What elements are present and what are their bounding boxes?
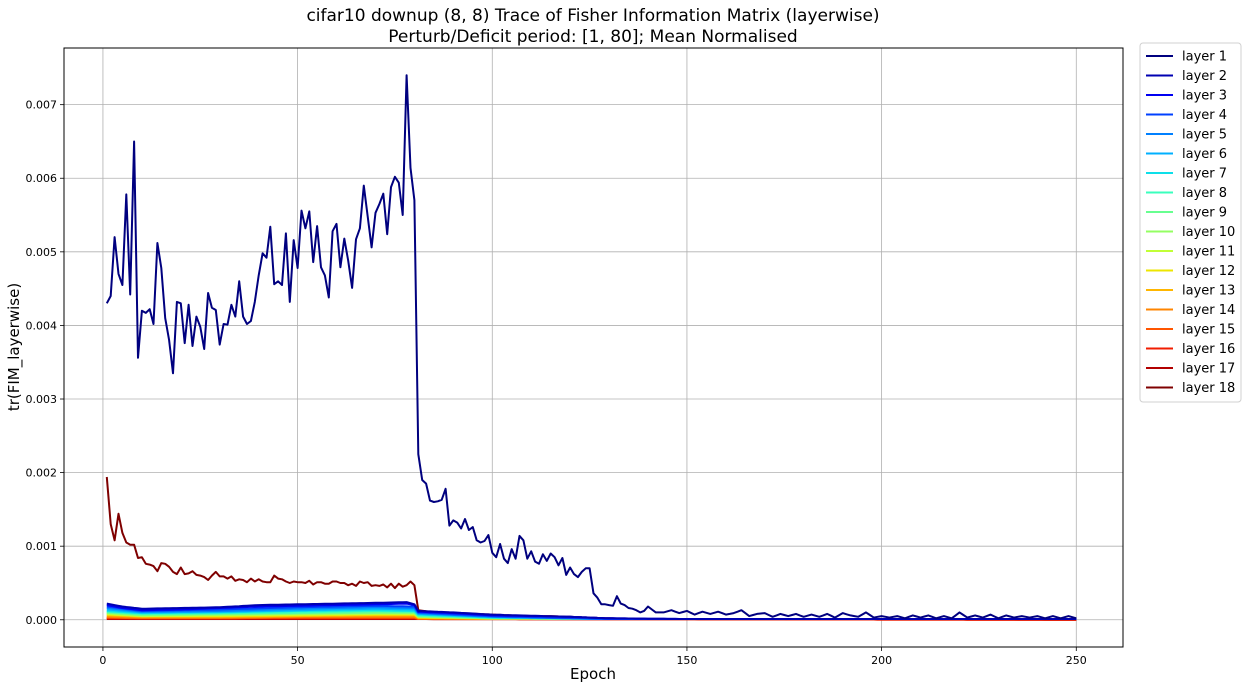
- y-tick-label: 0.007: [26, 99, 58, 112]
- series-line-2: [106, 601, 1077, 620]
- legend: layer 1 layer 2 layer 3 layer 4 layer 5 layer…: [1139, 42, 1242, 403]
- legend-entry-label: layer 4: [1182, 108, 1227, 123]
- y-tick-label: 0.000: [26, 614, 58, 627]
- y-tick-label: 0.006: [26, 172, 58, 185]
- y-tick-label: 0.002: [26, 467, 58, 480]
- legend-entry-label: layer 15: [1182, 323, 1235, 338]
- x-axis-label: Epoch: [570, 665, 616, 683]
- x-tick-label: 250: [1066, 654, 1087, 667]
- legend-entry-label: layer 6: [1182, 147, 1227, 162]
- x-tick-label: 50: [291, 654, 305, 667]
- legend-entry-label: layer 18: [1182, 381, 1235, 396]
- legend-entry-label: layer 14: [1182, 303, 1235, 318]
- y-tick-label: 0.003: [26, 393, 58, 406]
- legend-entry-label: layer 8: [1182, 186, 1227, 201]
- legend-entry-label: layer 1: [1182, 50, 1227, 65]
- legend-entry-label: layer 17: [1182, 362, 1235, 377]
- y-tick-label: 0.004: [26, 319, 58, 332]
- legend-entry-label: layer 12: [1182, 264, 1235, 279]
- y-tick-label: 0.005: [26, 246, 58, 259]
- x-tick-label: 150: [676, 654, 697, 667]
- legend-entry-label: layer 9: [1182, 206, 1227, 221]
- y-axis-label: tr(FIM_layerwise): [5, 283, 24, 411]
- legend-entry-label: layer 2: [1182, 69, 1227, 84]
- legend-frame: [1139, 42, 1242, 403]
- series-line-1: [105, 74, 1077, 620]
- y-tick-label: 0.001: [26, 540, 58, 553]
- x-tick-label: 100: [482, 654, 503, 667]
- legend-entry-label: layer 16: [1182, 342, 1235, 357]
- legend-entry-label: layer 5: [1182, 128, 1227, 143]
- x-tick-label: 200: [871, 654, 892, 667]
- legend-entry-label: layer 3: [1182, 89, 1227, 104]
- series-lines: [105, 74, 1077, 621]
- grid-lines: [64, 48, 1123, 647]
- legend-entry-label: layer 10: [1182, 225, 1235, 240]
- legend-entry-label: layer 13: [1182, 284, 1235, 299]
- axis-ticks: 0 50 100 150 200 250 0.000 0.001 0.002 0.003 0.004…: [26, 99, 1087, 667]
- x-tick-label: 0: [99, 654, 106, 667]
- chart-subtitle: Perturb/Deficit period: [1, 80]; Mean No…: [388, 27, 797, 47]
- legend-entry-label: layer 11: [1182, 245, 1235, 260]
- plot-area-frame: [63, 47, 1124, 648]
- series-line-18: [105, 476, 1077, 621]
- chart-title: cifar10 downup (8, 8) Trace of Fisher In…: [306, 6, 879, 26]
- legend-entry-label: layer 7: [1182, 167, 1227, 182]
